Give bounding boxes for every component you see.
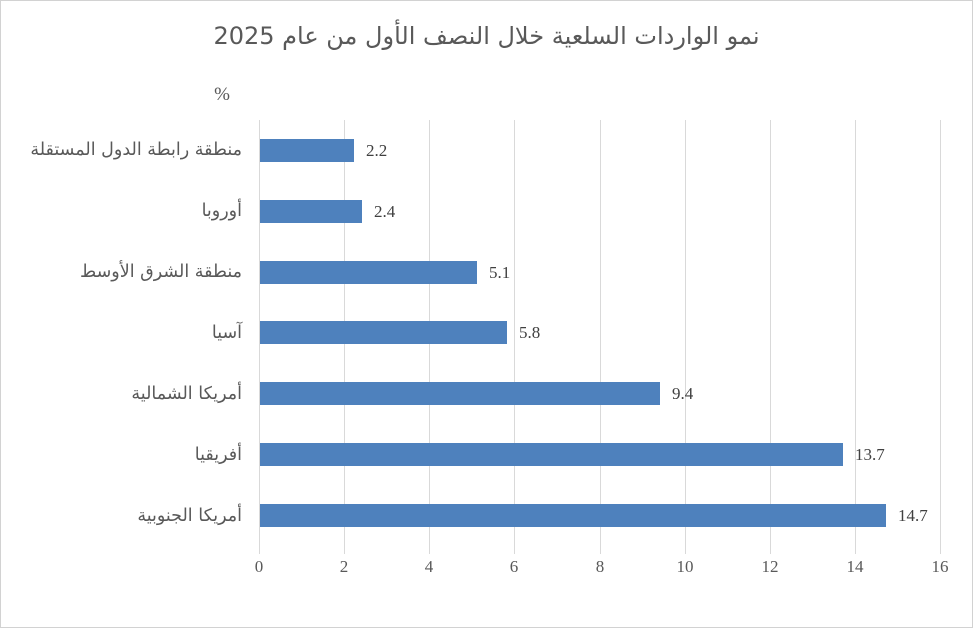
gridline-x-6 (514, 120, 515, 546)
gridline-x-16 (940, 120, 941, 546)
bar-0 (260, 139, 354, 162)
value-label-1: 2.4 (374, 202, 396, 221)
x-tick-label-0: 0 (254, 557, 264, 576)
value-label-6: 14.7 (898, 506, 928, 525)
x-tick-label-2: 2 (339, 557, 349, 576)
percent-axis-unit-label: % (214, 84, 230, 105)
bar-3 (260, 321, 507, 344)
category-label-1: أوروبا (201, 201, 242, 221)
bar-1 (260, 200, 362, 223)
x-tick-label-4: 4 (424, 557, 434, 576)
category-label-4: أمريكا الشمالية (131, 384, 242, 404)
x-tick-label-6: 6 (509, 557, 519, 576)
category-label-6: أمريكا الجنوبية (137, 506, 242, 526)
category-label-0: منطقة رابطة الدول المستقلة (30, 140, 242, 160)
tick-mark-x-0 (259, 546, 260, 554)
gridline-x-10 (685, 120, 686, 546)
category-label-2: منطقة الشرق الأوسط (80, 262, 242, 282)
value-label-3: 5.8 (519, 323, 541, 342)
tick-mark-x-8 (600, 546, 601, 554)
value-label-2: 5.1 (489, 263, 511, 282)
gridline-x-0 (259, 120, 260, 546)
tick-mark-x-4 (429, 546, 430, 554)
bar-5 (260, 443, 843, 466)
x-tick-label-16: 16 (931, 557, 949, 576)
bar-4 (260, 382, 660, 405)
gridline-x-8 (600, 120, 601, 546)
x-tick-label-8: 8 (595, 557, 605, 576)
category-label-5: أفريقيا (194, 445, 242, 465)
tick-mark-x-2 (344, 546, 345, 554)
x-tick-label-14: 14 (846, 557, 864, 576)
x-tick-label-10: 10 (676, 557, 694, 576)
tick-mark-x-16 (940, 546, 941, 554)
chart-title: نمو الواردات السلعية خلال النصف الأول من… (213, 22, 760, 50)
value-label-4: 9.4 (672, 384, 694, 403)
category-label-3: آسيا (211, 323, 242, 343)
tick-mark-x-10 (685, 546, 686, 554)
gridline-x-14 (855, 120, 856, 546)
value-axis-labels: 0 2 4 6 8 10 12 14 16 (0, 557, 973, 583)
bar-6 (260, 504, 886, 527)
value-label-5: 13.7 (855, 445, 885, 464)
tick-mark-x-14 (855, 546, 856, 554)
tick-mark-x-6 (514, 546, 515, 554)
bar-2 (260, 261, 477, 284)
tick-mark-x-12 (770, 546, 771, 554)
category-axis-labels: منطقة رابطة الدول المستقلة أوروبا منطقة ال… (6, 120, 242, 546)
value-label-0: 2.2 (366, 141, 388, 160)
plot-area: 2.2 2.4 5.1 5.8 9.4 13.7 14.7 (259, 120, 941, 554)
x-tick-label-12: 12 (761, 557, 779, 576)
gridline-x-12 (770, 120, 771, 546)
